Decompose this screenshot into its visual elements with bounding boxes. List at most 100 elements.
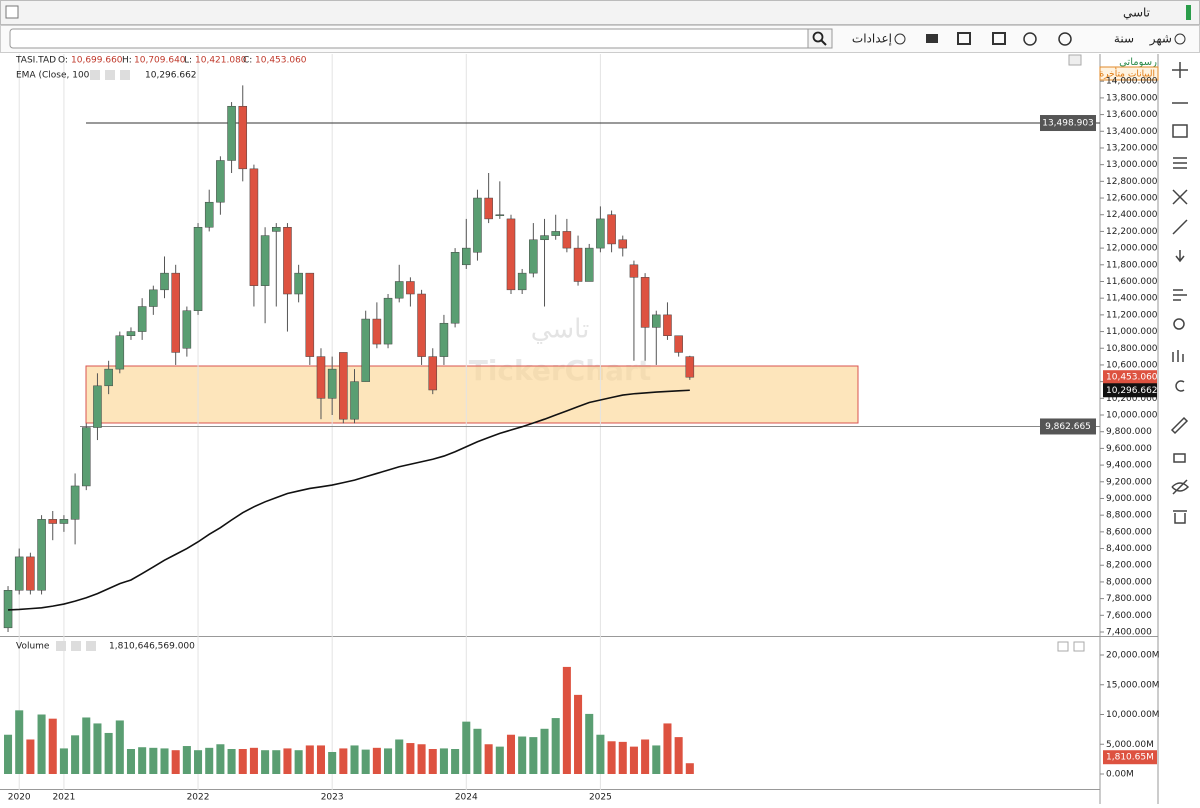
settings-button[interactable]: إعدادات: [852, 32, 892, 46]
ema-remove[interactable]: [120, 70, 130, 80]
candle-body: [115, 335, 125, 370]
panel-close[interactable]: [1073, 641, 1085, 652]
candle-body: [216, 160, 225, 203]
period-year[interactable]: سنة: [1114, 32, 1134, 46]
y-tick-label: 9,200.000: [1106, 477, 1152, 487]
y-tick-label: 9,800.000: [1106, 427, 1152, 437]
volume-bar: [674, 737, 683, 774]
volume-bar: [395, 739, 404, 774]
period-month[interactable]: شهر: [1149, 32, 1172, 47]
ema-hide[interactable]: [105, 70, 115, 80]
candle-body: [126, 331, 136, 336]
candle-body: [204, 201, 214, 228]
candle-body: [361, 318, 370, 382]
rect-tool[interactable]: [1172, 124, 1188, 138]
volume-remove[interactable]: [86, 641, 96, 651]
alert-icon[interactable]: [1023, 32, 1037, 46]
candle-body: [327, 368, 337, 399]
v-tick-label: 0.00M: [1106, 769, 1134, 779]
fib-tool[interactable]: [1173, 157, 1187, 169]
close-value: 10,453.060: [255, 56, 307, 66]
zoom-tool[interactable]: [1173, 318, 1185, 330]
volume-bar: [350, 745, 359, 774]
volume-bar: [149, 747, 158, 774]
clear-tool[interactable]: [1175, 380, 1185, 392]
volume-bar: [652, 745, 661, 774]
high-value: 10,709.640: [134, 56, 186, 66]
y-tick-label: 8,400.000: [1106, 544, 1152, 554]
legend: TASI.TAD O: 10,699.660 H: 10,709.640 L: …: [15, 56, 307, 652]
volume-bar: [261, 750, 270, 774]
lock-tool[interactable]: [1173, 453, 1186, 463]
y-tick-label: 8,000.000: [1106, 577, 1152, 587]
delayed-label: البيانات متأخرة: [1099, 67, 1155, 80]
y-tick-label: 9,000.000: [1106, 494, 1152, 504]
volume-tool[interactable]: [1172, 350, 1184, 362]
clock-icon: [1174, 33, 1186, 45]
volume-bar: [540, 728, 549, 774]
y-tick-label: 7,600.000: [1106, 611, 1152, 621]
ema-line: [7, 389, 690, 611]
candle-body: [462, 247, 471, 266]
x-tick-label: 2020: [8, 793, 31, 803]
volume-bar: [439, 748, 448, 774]
symbol: TASI.TAD: [15, 56, 56, 66]
drawings-label[interactable]: رسوماتي: [1119, 57, 1157, 68]
price-tag: [1040, 115, 1096, 132]
volume-bar: [562, 666, 571, 774]
candle-body: [540, 235, 549, 241]
volume-bar: [182, 746, 191, 774]
volume-bar: [641, 739, 650, 774]
search-button[interactable]: [807, 28, 833, 49]
candle-body: [70, 485, 80, 520]
ema-tag-label: 10,296.662: [1106, 386, 1158, 396]
indicators-icon[interactable]: [992, 32, 1006, 45]
v-tick-label: 5,000.00M: [1106, 740, 1154, 750]
volume-bar: [596, 734, 605, 774]
volume-bar: [238, 749, 247, 774]
candle-body: [517, 272, 527, 291]
y-tick-label: 10,800.000: [1106, 344, 1158, 354]
volume-bar: [48, 718, 57, 774]
arrow-tool[interactable]: [1175, 250, 1185, 263]
y-tick-label: 7,800.000: [1106, 594, 1152, 604]
delayed-badge: [1099, 66, 1159, 81]
panel-minimize[interactable]: [1057, 641, 1069, 652]
volume-bar: [428, 749, 437, 774]
binoculars-icon[interactable]: [957, 32, 971, 45]
volume-bar: [339, 748, 348, 774]
candle-body: [506, 218, 516, 291]
y-tick-label: 8,200.000: [1106, 561, 1152, 571]
window-button[interactable]: [5, 5, 19, 19]
support-zone: [85, 365, 859, 424]
volume-bar: [194, 750, 203, 774]
volume-bar: [283, 748, 292, 774]
candle-body: [316, 356, 326, 399]
ema-settings[interactable]: [90, 70, 100, 80]
volume-settings[interactable]: [56, 641, 66, 651]
channel-tool[interactable]: [1172, 219, 1188, 235]
gauge-icon[interactable]: [1058, 32, 1072, 46]
list-tool[interactable]: [1173, 289, 1187, 301]
volume-bar: [529, 737, 538, 774]
volume-hide[interactable]: [71, 641, 81, 651]
crosshair-tool[interactable]: [1172, 62, 1188, 78]
y-tick-label: 10,600.000: [1106, 360, 1158, 370]
candle-body: [160, 272, 169, 291]
candle-body: [272, 226, 281, 232]
pattern-tool[interactable]: [1172, 189, 1188, 205]
candle-body: [238, 105, 248, 170]
volume-bar: [126, 749, 136, 774]
camera-icon[interactable]: [926, 34, 938, 43]
candle-body: [596, 218, 605, 249]
volume-bar: [249, 747, 258, 774]
search-box[interactable]: [9, 28, 833, 49]
volume-bar: [518, 736, 527, 774]
volume-bar: [417, 744, 426, 774]
price-tag-label: 9,862.665: [1045, 422, 1091, 432]
delete-tool[interactable]: [1173, 510, 1187, 524]
volume-bar: [37, 714, 46, 774]
panel-menu[interactable]: [1068, 54, 1082, 66]
hide-tool[interactable]: [1171, 479, 1190, 495]
brush-tool[interactable]: [1170, 416, 1189, 435]
